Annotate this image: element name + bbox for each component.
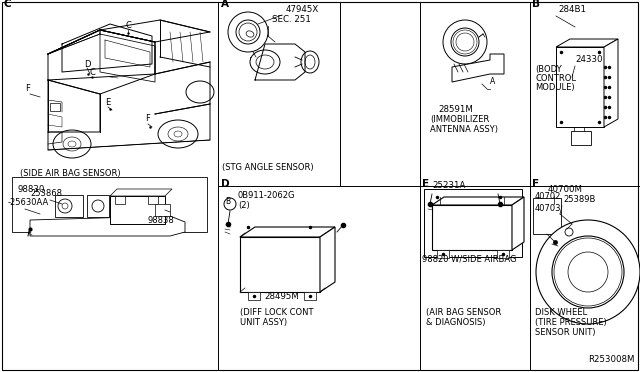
Polygon shape [320,227,335,292]
Text: (2): (2) [238,201,250,210]
Text: 25389B: 25389B [563,195,595,204]
Polygon shape [432,197,524,205]
Polygon shape [452,54,504,82]
Text: 28495M: 28495M [264,292,299,301]
Ellipse shape [68,141,76,147]
Text: (SIDE AIR BAG SENSOR): (SIDE AIR BAG SENSOR) [20,169,120,178]
Text: D: D [221,179,230,189]
Text: SEC. 251: SEC. 251 [272,15,311,24]
Ellipse shape [250,50,280,74]
Ellipse shape [256,55,274,69]
Ellipse shape [305,55,315,69]
Bar [240,237,320,292]
Text: B: B [532,0,540,9]
Text: F: F [145,114,150,123]
Text: A: A [490,77,495,86]
Circle shape [62,203,68,209]
Text: 98838: 98838 [148,216,175,225]
Text: SENSOR UNIT): SENSOR UNIT) [535,328,595,337]
Text: (AIR BAG SENSOR: (AIR BAG SENSOR [426,308,501,317]
Ellipse shape [53,130,91,158]
Text: C: C [125,21,131,30]
Text: (BODY: (BODY [535,65,562,74]
Polygon shape [30,216,185,236]
Text: C: C [90,68,96,77]
Bar [556,47,604,127]
Text: (STG ANGLE SENSOR): (STG ANGLE SENSOR) [222,163,314,172]
Text: & DIAGNOSIS): & DIAGNOSIS) [426,318,486,327]
Bar [12,177,207,232]
Circle shape [224,198,236,210]
Text: 284B1: 284B1 [558,5,586,14]
Text: B: B [225,198,230,206]
Bar [50,103,60,111]
Text: UNIT ASSY): UNIT ASSY) [240,318,287,327]
Text: MODULE): MODULE) [535,83,575,92]
Text: C: C [4,0,12,9]
Text: DISK WHEEL: DISK WHEEL [535,308,587,317]
Bar [155,204,170,216]
Circle shape [58,199,72,213]
Text: E: E [422,179,429,189]
Text: 28591M: 28591M [438,105,473,114]
Polygon shape [604,39,618,127]
Bar [87,195,109,217]
Text: 98830: 98830 [18,185,45,194]
Text: F: F [532,179,539,189]
Ellipse shape [246,31,254,37]
Bar [437,250,449,258]
Polygon shape [110,189,172,196]
Bar [248,292,260,300]
Bar [533,198,561,234]
Polygon shape [556,39,618,47]
Text: 253868: 253868 [30,189,62,198]
Text: (TIRE PRESSURE): (TIRE PRESSURE) [535,318,607,327]
Text: 98820 W/SIDE AIRBAG: 98820 W/SIDE AIRBAG [422,255,516,264]
Ellipse shape [168,127,188,141]
Text: 47945X: 47945X [286,5,319,14]
Text: (IMMOBILIZER: (IMMOBILIZER [430,115,489,124]
Text: 24330: 24330 [575,55,602,64]
Bar [571,131,591,145]
Bar [497,250,509,258]
Text: (DIFF LOCK CONT: (DIFF LOCK CONT [240,308,314,317]
Bar [110,196,165,224]
Circle shape [554,238,622,306]
Text: 40702: 40702 [535,192,561,201]
Circle shape [565,228,573,236]
Bar [250,57,260,65]
Bar [304,292,316,300]
Ellipse shape [301,51,319,73]
Bar [432,205,512,250]
Bar [424,189,522,257]
Polygon shape [512,197,524,250]
Text: 25231A: 25231A [432,181,465,190]
Text: 0B911-2062G: 0B911-2062G [238,191,296,200]
Circle shape [239,23,257,41]
Text: CONTROL: CONTROL [535,74,576,83]
Text: 40703: 40703 [535,204,561,213]
Bar [55,195,83,217]
Bar [148,196,158,204]
Circle shape [568,252,608,292]
Ellipse shape [63,137,81,151]
Ellipse shape [186,81,214,103]
Bar [115,196,125,204]
Text: -25630AA: -25630AA [8,198,49,207]
Circle shape [92,200,104,212]
Text: 40700M: 40700M [548,185,583,194]
Text: F: F [25,84,30,93]
Ellipse shape [174,131,182,137]
Text: E: E [105,98,110,107]
Text: A: A [221,0,229,9]
Polygon shape [240,227,335,237]
Ellipse shape [158,120,198,148]
Text: R253008M: R253008M [589,355,635,364]
Text: D: D [84,60,90,69]
Text: ANTENNA ASSY): ANTENNA ASSY) [430,125,498,134]
